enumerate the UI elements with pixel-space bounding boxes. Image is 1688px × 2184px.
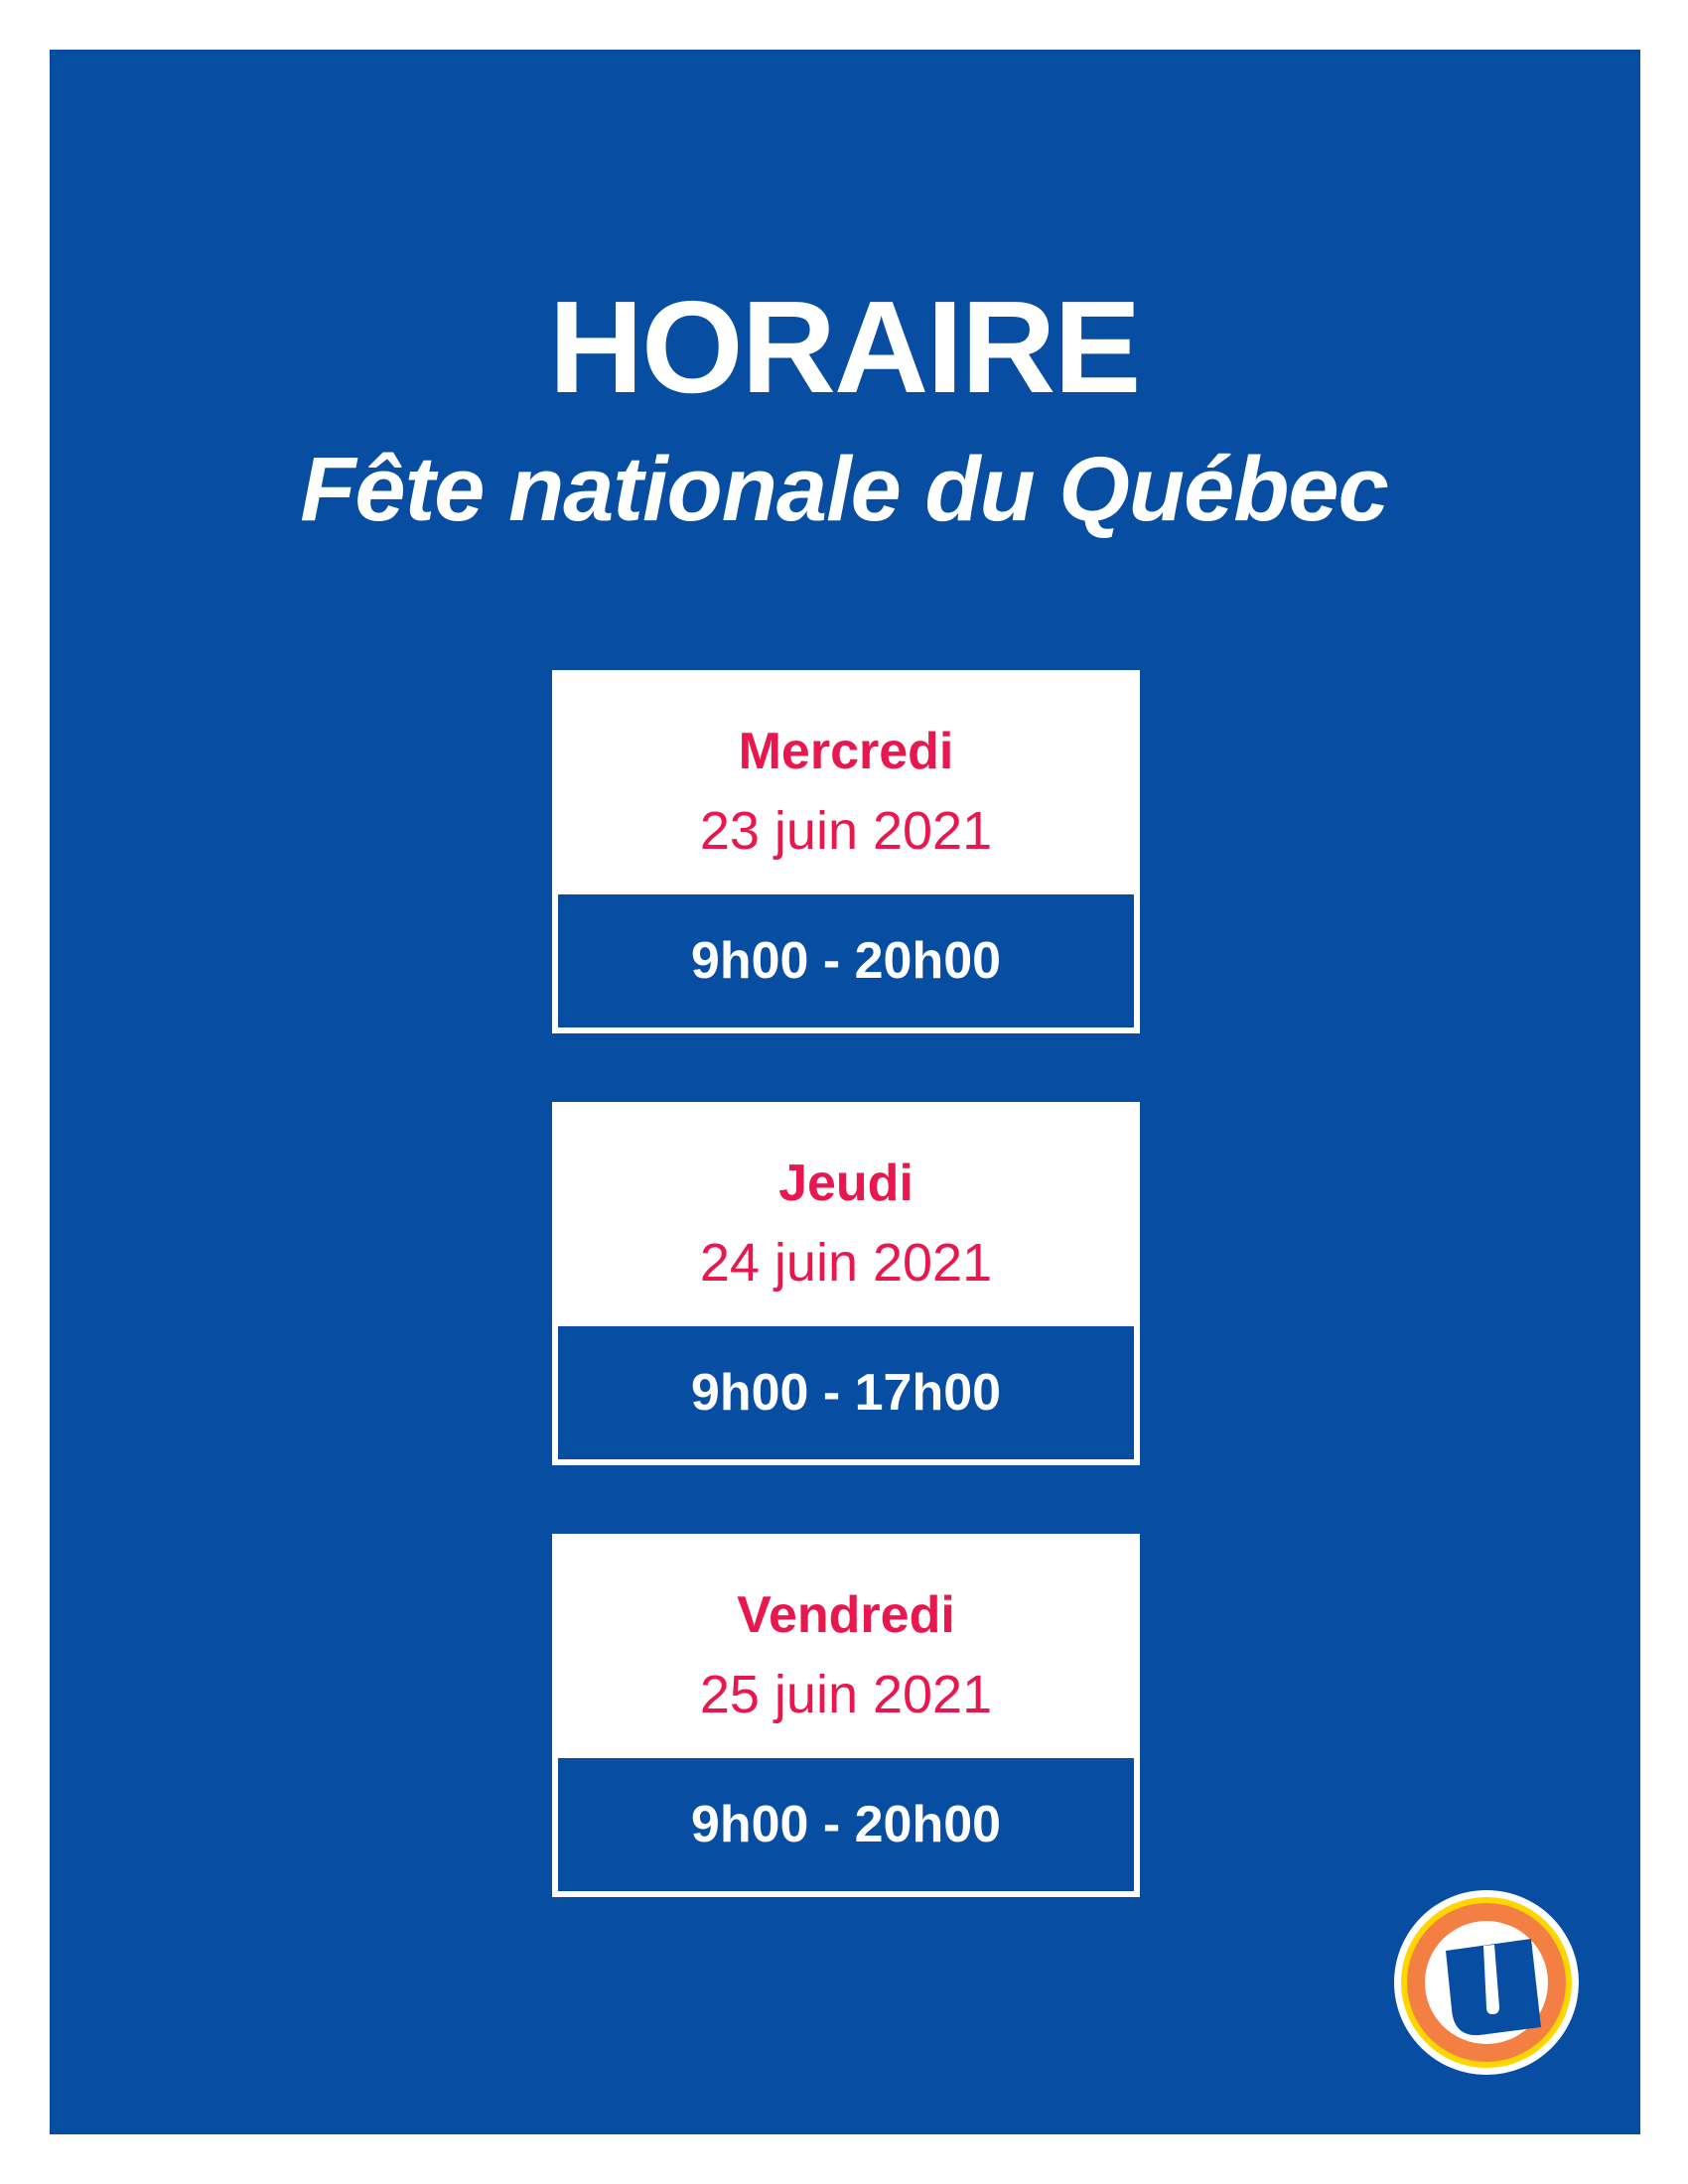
day-label: Mercredi [738,723,954,780]
hours-label: 9h00 - 20h00 [558,1758,1134,1891]
date-label: 24 juin 2021 [699,1233,993,1293]
schedule-card: Mercredi 23 juin 2021 9h00 - 20h00 [552,670,1140,1033]
schedule-card: Vendredi 25 juin 2021 9h00 - 20h00 [552,1534,1140,1897]
hours-label: 9h00 - 20h00 [558,894,1134,1027]
date-label: 25 juin 2021 [699,1665,993,1724]
uniprix-u-logo-icon [1394,1890,1579,2075]
page-title: HORAIRE [548,274,1142,420]
day-label: Vendredi [737,1586,955,1644]
page-subtitle: Fête nationale du Québec [300,439,1389,540]
day-label: Jeudi [778,1155,914,1212]
date-label: 23 juin 2021 [699,801,993,861]
schedule-card: Jeudi 24 juin 2021 9h00 - 17h00 [552,1102,1140,1465]
hours-label: 9h00 - 17h00 [558,1326,1134,1459]
